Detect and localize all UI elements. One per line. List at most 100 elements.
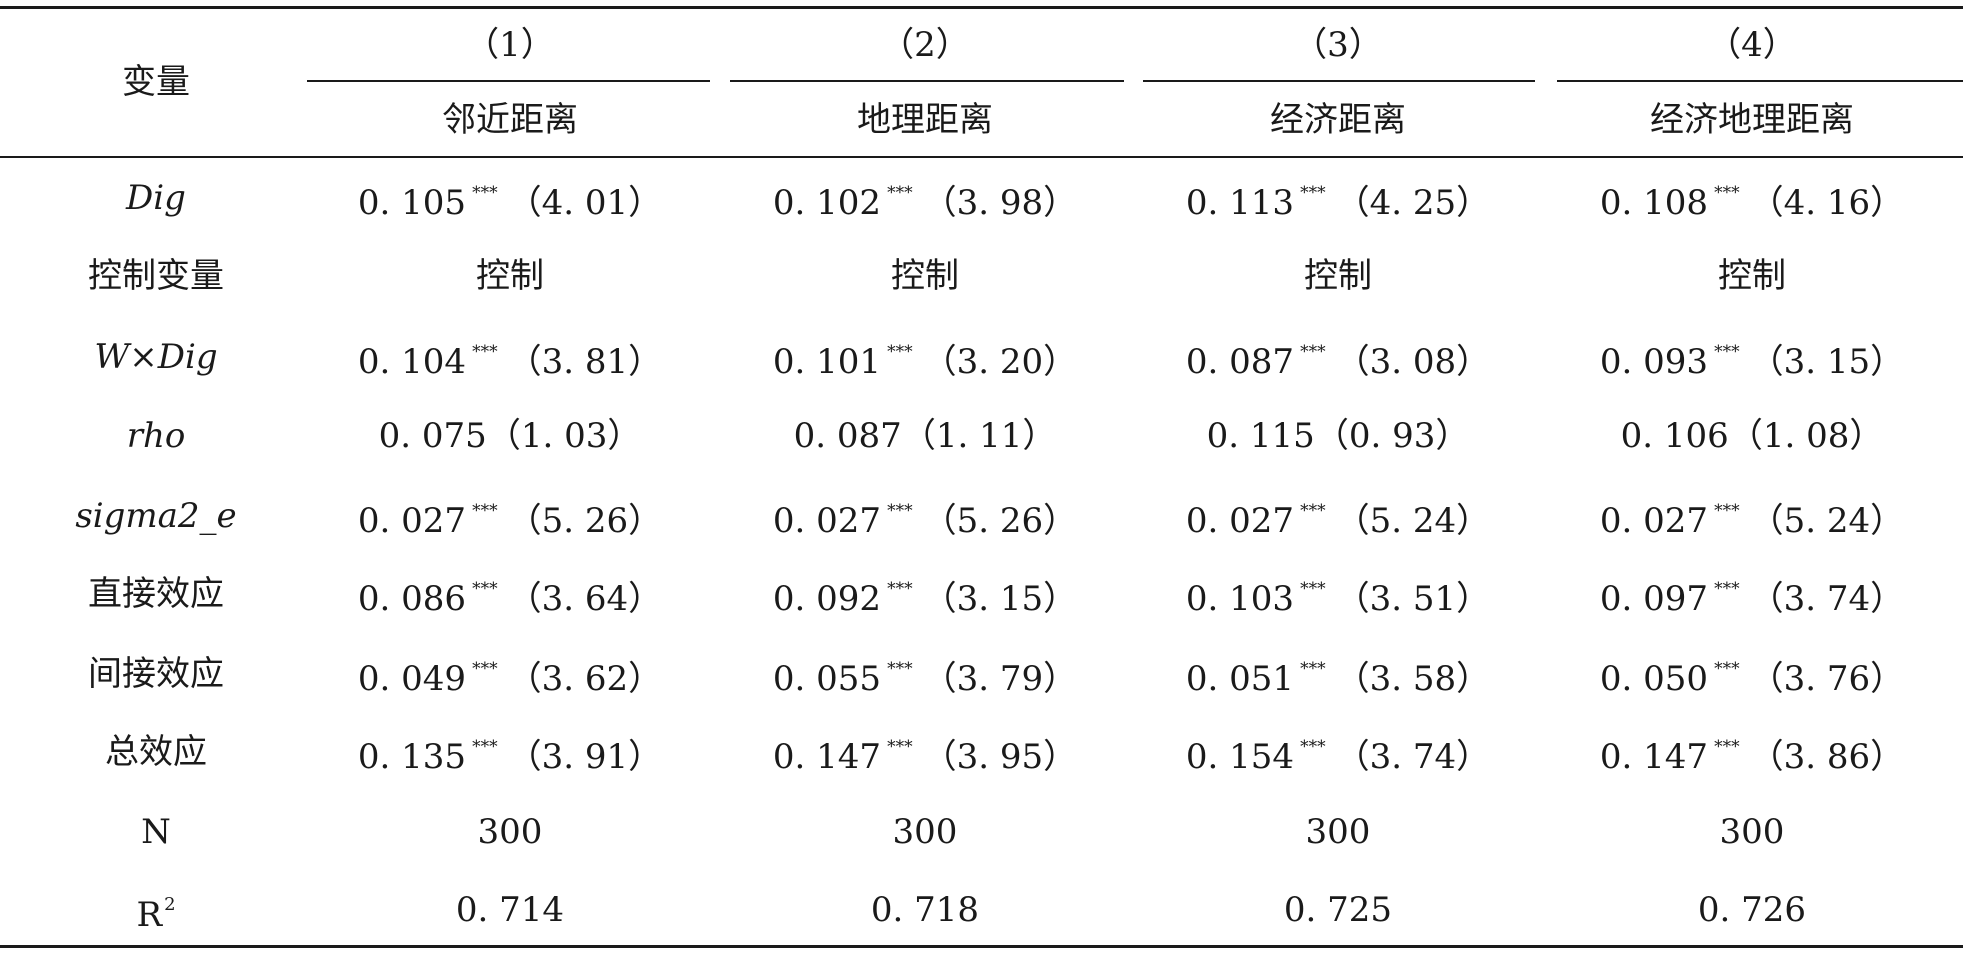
coefficient-value: 0. 027 bbox=[357, 501, 467, 541]
coefficient-value: 0. 087 bbox=[793, 416, 902, 456]
t-statistic: （3. 79） bbox=[922, 659, 1078, 699]
t-statistic: （1. 11） bbox=[901, 416, 1057, 456]
top-rule bbox=[0, 6, 1963, 9]
header-sub-rule-4 bbox=[1557, 80, 1963, 82]
t-statistic: （3. 81） bbox=[507, 342, 663, 382]
significance-stars: *** bbox=[1714, 737, 1740, 757]
table-cell: 0. 101 *** （3. 20） bbox=[773, 332, 1077, 382]
coefficient-value: 0. 075 bbox=[378, 416, 487, 456]
t-statistic: （3. 20） bbox=[922, 342, 1078, 382]
row-label: Dig bbox=[126, 178, 186, 218]
table-cell: 0. 115（0. 93） bbox=[1207, 416, 1470, 456]
t-statistic: （3. 51） bbox=[1335, 579, 1491, 619]
t-statistic: （3. 74） bbox=[1335, 737, 1491, 777]
header-col-1-name: 邻近距离 bbox=[442, 100, 578, 140]
coefficient-value: 0. 108 bbox=[1599, 183, 1709, 223]
table-cell: 0. 027 *** （5. 24） bbox=[1186, 491, 1490, 541]
row-label: 直接效应 bbox=[88, 574, 224, 614]
coefficient-value: 0. 087 bbox=[1185, 342, 1295, 382]
row-label-text: 控制变量 bbox=[88, 256, 224, 296]
significance-stars: *** bbox=[1714, 342, 1740, 362]
significance-stars: *** bbox=[1714, 579, 1740, 599]
row-label: 控制变量 bbox=[88, 256, 224, 296]
significance-stars: *** bbox=[1714, 183, 1740, 203]
coefficient-value: 控制 bbox=[891, 256, 959, 296]
significance-stars: *** bbox=[887, 183, 913, 203]
header-sub-rule-2 bbox=[730, 80, 1124, 82]
significance-stars: *** bbox=[472, 501, 498, 521]
coefficient-value: 0. 106 bbox=[1620, 416, 1729, 456]
coefficient-value: 控制 bbox=[1718, 256, 1786, 296]
t-statistic: （1. 08） bbox=[1728, 416, 1884, 456]
t-statistic: （5. 24） bbox=[1749, 501, 1905, 541]
table-cell: 0. 104 *** （3. 81） bbox=[358, 332, 662, 382]
row-label-superscript: 2 bbox=[164, 894, 176, 915]
table-cell: 0. 050 *** （3. 76） bbox=[1600, 649, 1904, 699]
coefficient-value: 0. 102 bbox=[772, 183, 882, 223]
row-label: rho bbox=[127, 416, 186, 456]
row-label-text: rho bbox=[126, 416, 186, 456]
table-cell: 0. 154 *** （3. 74） bbox=[1186, 727, 1490, 777]
coefficient-value: 0. 051 bbox=[1185, 659, 1295, 699]
coefficient-value: 0. 097 bbox=[1599, 579, 1709, 619]
header-col-3-number: （3） bbox=[1293, 25, 1383, 65]
table-cell: 0. 087（1. 11） bbox=[794, 416, 1057, 456]
t-statistic: （3. 15） bbox=[922, 579, 1078, 619]
table-cell: 0. 135 *** （3. 91） bbox=[358, 727, 662, 777]
table-cell: 控制 bbox=[1304, 256, 1372, 296]
table-cell: 控制 bbox=[891, 256, 959, 296]
table-cell: 控制 bbox=[476, 256, 544, 296]
table-cell: 控制 bbox=[1718, 256, 1786, 296]
t-statistic: （3. 74） bbox=[1749, 579, 1905, 619]
significance-stars: *** bbox=[472, 342, 498, 362]
table-cell: 0. 092 *** （3. 15） bbox=[773, 569, 1077, 619]
table-cell: 0. 049 *** （3. 62） bbox=[358, 649, 662, 699]
bottom-rule bbox=[0, 945, 1963, 948]
header-col-4-name: 经济地理距离 bbox=[1650, 100, 1854, 140]
row-label-text: W×Dig bbox=[94, 337, 218, 377]
t-statistic: （3. 08） bbox=[1335, 342, 1491, 382]
t-statistic: （3. 95） bbox=[922, 737, 1078, 777]
table-cell: 0. 103 *** （3. 51） bbox=[1186, 569, 1490, 619]
coefficient-value: 0. 115 bbox=[1206, 416, 1315, 456]
coefficient-value: 300 bbox=[1305, 812, 1371, 852]
row-label-text: N bbox=[141, 812, 171, 852]
significance-stars: *** bbox=[1300, 342, 1326, 362]
header-sub-rule-1 bbox=[307, 80, 710, 82]
t-statistic: （5. 26） bbox=[922, 501, 1078, 541]
significance-stars: *** bbox=[887, 501, 913, 521]
row-label: W×Dig bbox=[94, 337, 217, 377]
table-cell: 0. 106（1. 08） bbox=[1621, 416, 1884, 456]
t-statistic: （3. 64） bbox=[507, 579, 663, 619]
header-col-1-number: （1） bbox=[465, 25, 555, 65]
t-statistic: （3. 86） bbox=[1749, 737, 1905, 777]
table-cell: 0. 725 bbox=[1284, 890, 1392, 930]
table-cell: 300 bbox=[1306, 812, 1371, 852]
coefficient-value: 0. 092 bbox=[772, 579, 882, 619]
header-variable-label: 变量 bbox=[122, 62, 190, 102]
t-statistic: （4. 01） bbox=[507, 183, 663, 223]
row-label-text: sigma2_e bbox=[75, 496, 237, 536]
coefficient-value: 0. 714 bbox=[455, 890, 565, 930]
coefficient-value: 0. 050 bbox=[1599, 659, 1709, 699]
table-cell: 0. 147 *** （3. 95） bbox=[773, 727, 1077, 777]
row-label-text: 直接效应 bbox=[88, 574, 224, 614]
table-cell: 0. 027 *** （5. 24） bbox=[1600, 491, 1904, 541]
coefficient-value: 0. 725 bbox=[1283, 890, 1393, 930]
significance-stars: *** bbox=[472, 737, 498, 757]
coefficient-value: 300 bbox=[892, 812, 958, 852]
coefficient-value: 0. 027 bbox=[1185, 501, 1295, 541]
header-col-3-name: 经济距离 bbox=[1270, 100, 1406, 140]
table-cell: 0. 075（1. 03） bbox=[379, 416, 642, 456]
table-cell: 0. 087 *** （3. 08） bbox=[1186, 332, 1490, 382]
table-cell: 0. 055 *** （3. 79） bbox=[773, 649, 1077, 699]
coefficient-value: 0. 055 bbox=[772, 659, 882, 699]
significance-stars: *** bbox=[472, 183, 498, 203]
coefficient-value: 0. 027 bbox=[772, 501, 882, 541]
significance-stars: *** bbox=[1300, 737, 1326, 757]
significance-stars: *** bbox=[887, 737, 913, 757]
significance-stars: *** bbox=[1300, 501, 1326, 521]
t-statistic: （1. 03） bbox=[486, 416, 642, 456]
